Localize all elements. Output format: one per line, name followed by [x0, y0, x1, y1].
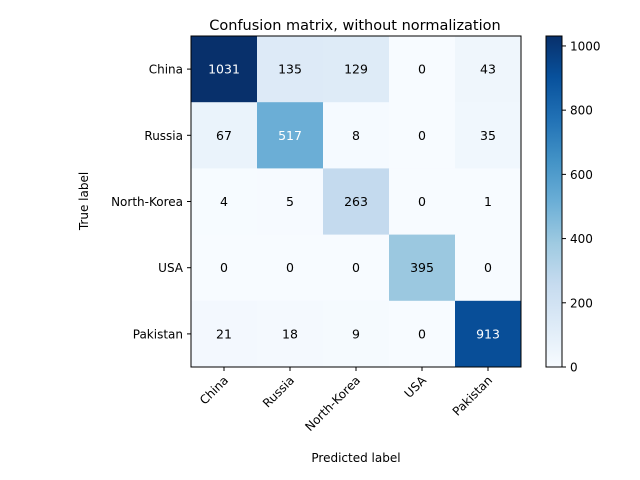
heatmap-cell — [455, 234, 522, 302]
heatmap-cell — [257, 102, 324, 169]
heatmap-cell — [389, 300, 456, 368]
heatmap-cell — [389, 168, 456, 236]
x-tick-label: China — [197, 373, 231, 407]
heatmap-cell — [257, 300, 324, 368]
colorbar-frame — [545, 35, 563, 368]
y-axis-ticks: China Russia North-Korea USA Pakistan — [111, 63, 191, 341]
cell-value-label: 0 — [220, 260, 228, 275]
cell-value-label: 67 — [216, 128, 232, 143]
x-tick-label: Russia — [260, 373, 297, 410]
colorbar-tick-label: 400 — [570, 232, 593, 246]
heatmap-cell — [323, 168, 390, 236]
heatmap-cell — [191, 36, 258, 103]
heatmap-cell — [389, 102, 456, 169]
chart-title: Confusion matrix, without normalization — [209, 18, 500, 34]
cell-value-label: 35 — [480, 128, 496, 143]
cell-value-label: 1031 — [208, 62, 240, 77]
y-axis-label: True label — [77, 172, 91, 231]
x-tick-label: USA — [402, 373, 430, 401]
cell-value-label: 0 — [286, 260, 294, 275]
heatmap-cell — [191, 300, 258, 368]
x-tick-label: North-Korea — [302, 373, 363, 434]
heatmap-cell — [191, 168, 258, 236]
x-axis-label: Predicted label — [311, 451, 400, 465]
cell-value-label: 5 — [286, 194, 294, 209]
x-tick-label: Pakistan — [450, 373, 495, 418]
y-tick-label: USA — [158, 261, 184, 275]
heatmap-cell — [323, 36, 390, 103]
cell-value-label: 18 — [282, 326, 298, 341]
cell-value-label: 135 — [278, 62, 302, 77]
cell-value-label: 913 — [476, 326, 500, 341]
colorbar-gradient — [546, 36, 562, 367]
heatmap-cell — [257, 168, 324, 236]
colorbar-tick-label: 600 — [570, 168, 593, 182]
colorbar-tick-label: 0 — [570, 361, 578, 375]
colorbar-tick-label: 200 — [570, 296, 593, 310]
x-axis-ticks: China Russia North-Korea USA Pakistan — [197, 367, 495, 434]
heatmap-cell — [455, 168, 522, 236]
cell-value-label: 263 — [344, 194, 368, 209]
cell-value-label: 517 — [278, 128, 302, 143]
cell-value-label: 395 — [410, 260, 434, 275]
heatmap-cell — [191, 234, 258, 302]
cell-value-label: 0 — [418, 326, 426, 341]
y-tick-label: China — [149, 63, 183, 77]
cell-value-label: 129 — [344, 62, 368, 77]
cell-value-label: 0 — [418, 194, 426, 209]
y-tick-label: Russia — [144, 129, 183, 143]
heatmap-cell — [455, 300, 522, 368]
heatmap-cell — [191, 102, 258, 169]
cell-value-label: 0 — [352, 260, 360, 275]
heatmap-cell — [455, 36, 522, 103]
colorbar: 0 200 400 600 800 1000 — [545, 35, 601, 375]
heatmap-cell — [389, 36, 456, 103]
heatmap-cell — [323, 102, 390, 169]
heatmap-cell — [389, 234, 456, 302]
cell-value-label: 8 — [352, 128, 360, 143]
cell-value-label: 0 — [418, 62, 426, 77]
cell-value-label: 43 — [480, 62, 496, 77]
cell-value-label: 9 — [352, 326, 360, 341]
y-tick-label: Pakistan — [133, 327, 183, 341]
cell-value-label: 21 — [216, 326, 232, 341]
colorbar-tick-label: 1000 — [570, 39, 601, 53]
cell-value-label: 0 — [484, 260, 492, 275]
y-tick-label: North-Korea — [111, 195, 183, 209]
cell-value-label: 0 — [418, 128, 426, 143]
heatmap-cell — [257, 234, 324, 302]
heatmap-cell — [323, 234, 390, 302]
cell-value-label: 4 — [220, 194, 228, 209]
heatmap-cells: 1031 135 129 0 43 67 517 8 0 35 4 5 263 0 1 0 0 0 395 0 21 18… — [191, 36, 522, 368]
heatmap-cell — [323, 300, 390, 368]
heatmap-cell — [257, 36, 324, 103]
colorbar-tick-label: 800 — [570, 104, 593, 118]
cell-value-label: 1 — [484, 194, 492, 209]
heatmap-cell — [455, 102, 522, 169]
